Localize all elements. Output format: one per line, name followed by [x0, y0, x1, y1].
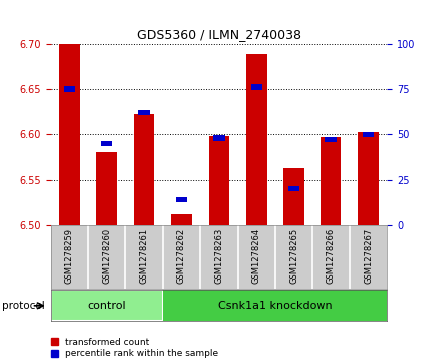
Text: GSM1278262: GSM1278262	[177, 228, 186, 284]
Text: GSM1278266: GSM1278266	[326, 228, 336, 284]
Bar	[288, 186, 299, 192]
Bar	[134, 114, 154, 225]
Bar	[326, 137, 337, 142]
Text: Csnk1a1 knockdown: Csnk1a1 knockdown	[218, 301, 332, 311]
Bar	[321, 137, 341, 225]
Text: control: control	[88, 301, 126, 311]
Bar	[283, 168, 304, 225]
Text: GSM1278264: GSM1278264	[252, 228, 261, 284]
Bar	[176, 197, 187, 202]
Legend: transformed count, percentile rank within the sample: transformed count, percentile rank withi…	[51, 338, 218, 359]
FancyBboxPatch shape	[51, 290, 163, 321]
Text: GSM1278263: GSM1278263	[214, 228, 224, 284]
Bar	[101, 140, 112, 146]
Bar	[251, 85, 262, 90]
Text: GSM1278265: GSM1278265	[289, 228, 298, 284]
Text: GSM1278267: GSM1278267	[364, 228, 373, 284]
Bar	[64, 86, 75, 92]
Bar	[171, 214, 192, 225]
Bar	[139, 110, 150, 115]
Text: GSM1278260: GSM1278260	[102, 228, 111, 284]
Bar	[358, 132, 379, 225]
Bar	[363, 132, 374, 137]
FancyBboxPatch shape	[163, 290, 387, 321]
Bar	[213, 135, 224, 141]
Text: protocol: protocol	[2, 301, 45, 311]
Title: GDS5360 / ILMN_2740038: GDS5360 / ILMN_2740038	[137, 28, 301, 41]
Bar	[96, 152, 117, 225]
Bar	[209, 136, 229, 225]
Text: GSM1278259: GSM1278259	[65, 228, 74, 284]
Bar	[246, 54, 267, 225]
Text: GSM1278261: GSM1278261	[139, 228, 149, 284]
Bar	[59, 44, 80, 225]
